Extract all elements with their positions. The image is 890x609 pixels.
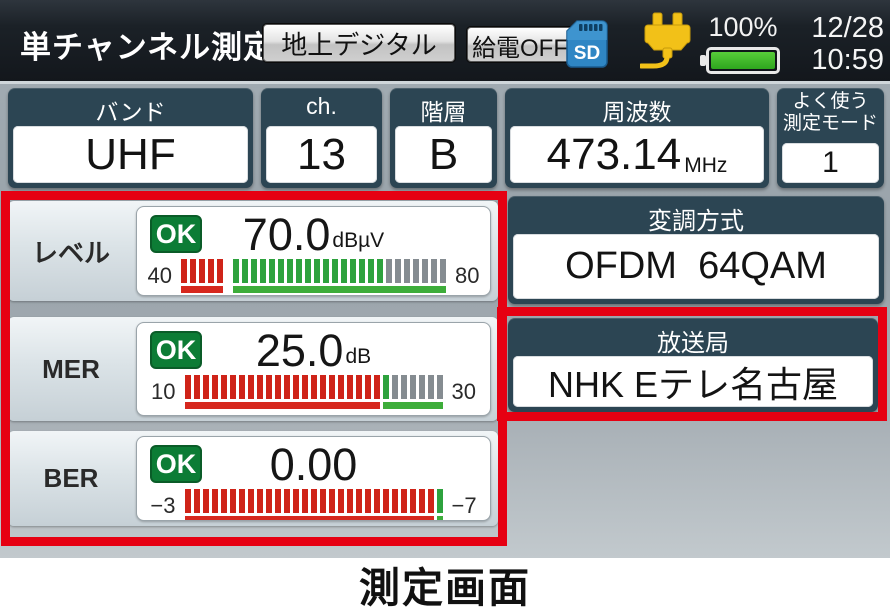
battery-fill	[711, 52, 775, 69]
band-label: バンド	[95, 99, 166, 125]
layer-panel: 階層 B	[390, 88, 497, 188]
date-text: 12/28	[811, 12, 884, 44]
screen-title: 単チャンネル測定	[20, 30, 276, 65]
favorite-mode-value: 1	[782, 143, 879, 183]
level-bargraph: 40 80	[137, 259, 490, 293]
broadcast-mode-button[interactable]: 地上デジタル	[263, 24, 455, 62]
favorite-mode-panel: よく使う 測定モード 1	[777, 88, 884, 188]
mer-status-badge: OK	[150, 331, 202, 369]
battery-icon	[700, 47, 780, 74]
battery-terminal	[700, 55, 706, 66]
mer-bargraph: 10 30	[137, 375, 490, 409]
topbar: 単チャンネル測定 地上デジタル 給電OFF SD	[0, 0, 890, 84]
layer-value: B	[395, 126, 492, 183]
mer-label: MER	[42, 353, 100, 384]
station-label: 放送局	[657, 330, 729, 357]
mer-value: 25.0	[255, 325, 344, 376]
battery-area: 100%	[700, 12, 784, 74]
ber-value: 0.00	[269, 439, 358, 490]
level-unit: dBµV	[332, 229, 385, 252]
svg-text:SD: SD	[574, 43, 600, 64]
meter-screen: 単チャンネル測定 地上デジタル 給電OFF SD	[0, 0, 890, 558]
datetime: 12/28 10:59	[788, 12, 888, 76]
frequency-label: 周波数	[602, 99, 672, 125]
ber-label: BER	[43, 463, 99, 493]
favorite-mode-label-line1: よく使う	[792, 91, 869, 112]
level-label: レベル	[31, 237, 110, 268]
ber-scale-max: −7	[451, 493, 477, 518]
mer-display: OK 25.0 dB 10 30	[136, 322, 491, 416]
battery-percent: 100%	[708, 12, 778, 42]
ber-bargraph: −3 −7	[137, 489, 490, 520]
station-panel: 放送局 NHK Eテレ名古屋	[508, 318, 878, 412]
mer-scale-max: 30	[451, 379, 476, 404]
modulation-value: OFDM 64QAM	[513, 234, 879, 299]
favorite-mode-label-line2: 測定モード	[782, 113, 878, 134]
time-text: 10:59	[811, 44, 884, 76]
ber-display: OK 0.00 −3 −7	[136, 436, 491, 521]
level-status-badge: OK	[150, 215, 202, 253]
power-plug-icon	[640, 12, 691, 69]
channel-label: ch.	[306, 93, 337, 119]
frequency-value: 473.14 MHz	[510, 126, 764, 183]
frequency-number: 473.14	[546, 129, 682, 179]
station-value: NHK Eテレ名古屋	[513, 356, 873, 407]
mer-row: MER OK 25.0 dB 10 30	[8, 317, 498, 421]
level-scale-max: 80	[455, 263, 480, 288]
level-value: 70.0	[242, 209, 331, 260]
favorite-mode-label: よく使う 測定モード	[777, 88, 884, 140]
band-value: UHF	[13, 126, 248, 183]
level-row: レベル OK 70.0 dBµV 40 80	[8, 201, 498, 301]
ber-scale-min: −3	[150, 493, 176, 518]
caption: 測定画面	[0, 558, 890, 609]
modulation-label: 変調方式	[648, 208, 744, 235]
band-panel: バンド UHF	[8, 88, 253, 188]
power-supply-button[interactable]: 給電OFF	[467, 27, 573, 62]
mer-unit: dB	[345, 345, 372, 368]
channel-panel: ch. 13	[261, 88, 382, 188]
sd-card-icon: SD	[566, 20, 608, 68]
level-scale-min: 40	[147, 263, 172, 288]
layer-label: 階層	[420, 99, 467, 125]
frequency-unit: MHz	[684, 154, 728, 177]
status-area: SD 100%	[566, 12, 888, 76]
mer-scale-min: 10	[151, 379, 176, 404]
modulation-panel: 変調方式 OFDM 64QAM	[508, 196, 884, 304]
ber-status-badge: OK	[150, 445, 202, 483]
ber-row: BER OK 0.00 −3 −7	[8, 431, 498, 526]
frequency-panel: 周波数 473.14 MHz	[505, 88, 769, 188]
channel-value: 13	[266, 126, 377, 183]
level-display: OK 70.0 dBµV 40 80	[136, 206, 491, 296]
